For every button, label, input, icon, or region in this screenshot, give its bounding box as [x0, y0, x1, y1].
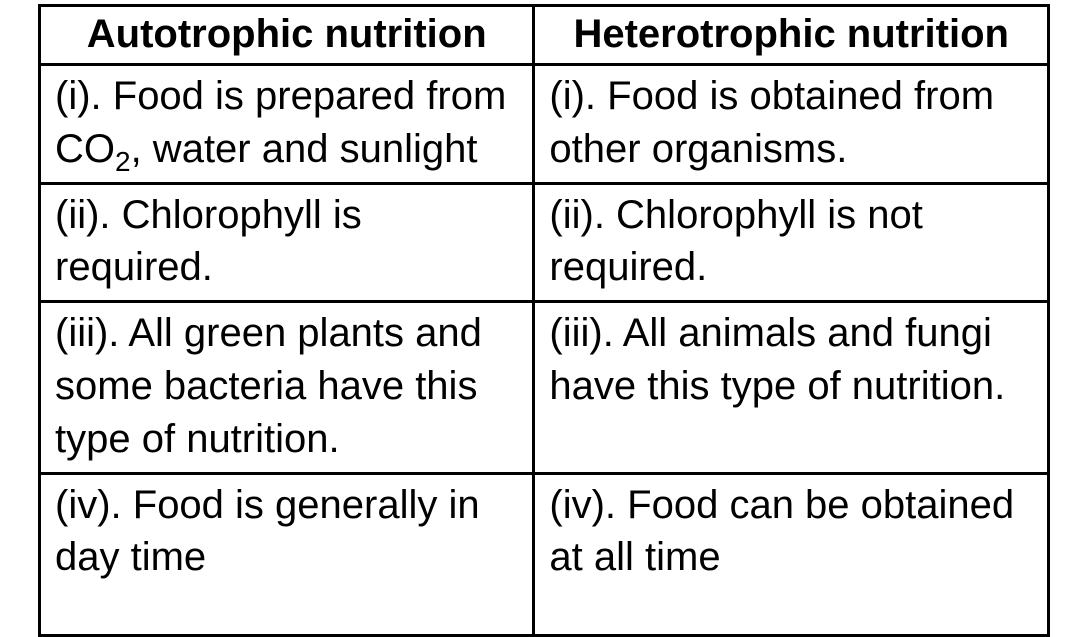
cell-text: , water and sunlight	[131, 127, 478, 171]
header-heterotrophic: Heterotrophic nutrition	[534, 6, 1049, 65]
header-autotrophic: Autotrophic nutrition	[40, 6, 534, 65]
cell-hetero-1: (i). Food is obtained from other organis…	[534, 65, 1049, 184]
subscript: 2	[115, 146, 131, 177]
cell-hetero-3: (iii). All animals and fungi have this t…	[534, 302, 1049, 473]
cell-auto-2: (ii). Chlorophyll is required.	[40, 183, 534, 302]
cell-auto-4: (iv). Food is generally in day time	[40, 473, 534, 636]
table-header-row: Autotrophic nutrition Heterotrophic nutr…	[40, 6, 1049, 65]
cell-hetero-4: (iv). Food can be obtained at all time	[534, 473, 1049, 636]
cell-auto-3: (iii). All green plants and some bacteri…	[40, 302, 534, 473]
table-row: (iv). Food is generally in day time (iv)…	[40, 473, 1049, 636]
table-row: (iii). All green plants and some bacteri…	[40, 302, 1049, 473]
comparison-table: Autotrophic nutrition Heterotrophic nutr…	[38, 4, 1050, 637]
table-row: (ii). Chlorophyll is required. (ii). Chl…	[40, 183, 1049, 302]
cell-hetero-2: (ii). Chlorophyll is not required.	[534, 183, 1049, 302]
table-row: (i). Food is prepared from CO2, water an…	[40, 65, 1049, 184]
cell-auto-1: (i). Food is prepared from CO2, water an…	[40, 65, 534, 184]
